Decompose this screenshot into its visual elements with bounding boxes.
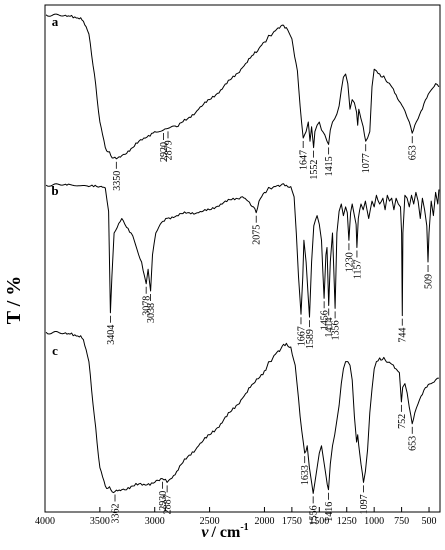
x-axis-label-symbol: ν [201, 524, 209, 541]
x-tick-label: 3500 [90, 516, 110, 527]
peak-label: 2879 [163, 140, 174, 160]
peak-label: 3362 [111, 504, 122, 524]
peak-label: 1552 [309, 160, 320, 180]
x-tick-label: 2500 [200, 516, 220, 527]
x-tick-label: 4000 [35, 516, 55, 527]
peak-label: 1589 [305, 329, 316, 349]
peak-label: 2887 [163, 494, 174, 514]
spectrum-line-b [45, 183, 440, 318]
peak-label: 1633 [300, 465, 311, 485]
y-axis-label: T / % [3, 276, 25, 325]
peak-label: 3038 [146, 303, 157, 323]
peak-label: 2075 [252, 225, 263, 245]
peak-label: 1077 [361, 153, 372, 173]
x-axis-label-exponent: -1 [240, 522, 248, 533]
x-tick-label: 2000 [254, 516, 274, 527]
peak-label: 653 [408, 436, 419, 451]
peak-label: 1556 [309, 505, 320, 525]
spectrum-line-a [45, 13, 440, 160]
peak-label: 1097 [359, 494, 370, 514]
x-tick-label: 1250 [337, 516, 357, 527]
plot-border [44, 4, 441, 513]
x-axis-ticks: 4000 3500 3000 2500 2000 1750 1500 1250 1000 750 5… [35, 507, 437, 527]
peak-label: 1647 [299, 150, 310, 170]
x-tick-label: 1500 [309, 516, 329, 527]
peak-label: 1356 [331, 320, 342, 340]
x-tick-label: 1000 [364, 516, 384, 527]
peak-label: 2930 [158, 491, 169, 511]
peak-label: 1157 [352, 260, 363, 280]
x-axis-label: ν / cm-1 [201, 522, 248, 541]
panel-label-c: c [52, 343, 58, 358]
spectrum-line-c [45, 331, 439, 494]
x-tick-label: 1750 [282, 516, 302, 527]
peak-label: 3404 [106, 325, 117, 345]
panel-label-b: b [51, 183, 58, 198]
x-tick-label: 750 [394, 516, 409, 527]
x-axis-label-unit: / cm [210, 524, 241, 541]
peak-label: 1415 [324, 156, 335, 176]
x-tick-label: 500 [422, 516, 437, 527]
peak-label: 1230 [344, 252, 355, 272]
peak-label: 653 [408, 145, 419, 160]
panel-label-a: a [52, 14, 59, 29]
peak-label: 744 [398, 328, 409, 343]
panel-labels: a b c [51, 14, 58, 358]
x-tick-label: 3000 [145, 516, 165, 527]
plot-frame [44, 4, 441, 513]
peak-label: 1456 [320, 310, 331, 330]
peak-label: 3078 [142, 296, 153, 316]
peak-label: 1667 [296, 326, 307, 346]
peak-label: 1414 [324, 318, 335, 338]
peak-label: 509 [424, 274, 435, 289]
peak-label: 2920 [159, 142, 170, 162]
peak-label: 3350 [112, 171, 123, 191]
peak-label: 752 [397, 414, 408, 429]
series-layer [45, 13, 440, 494]
peak-label: 1416 [324, 502, 335, 522]
